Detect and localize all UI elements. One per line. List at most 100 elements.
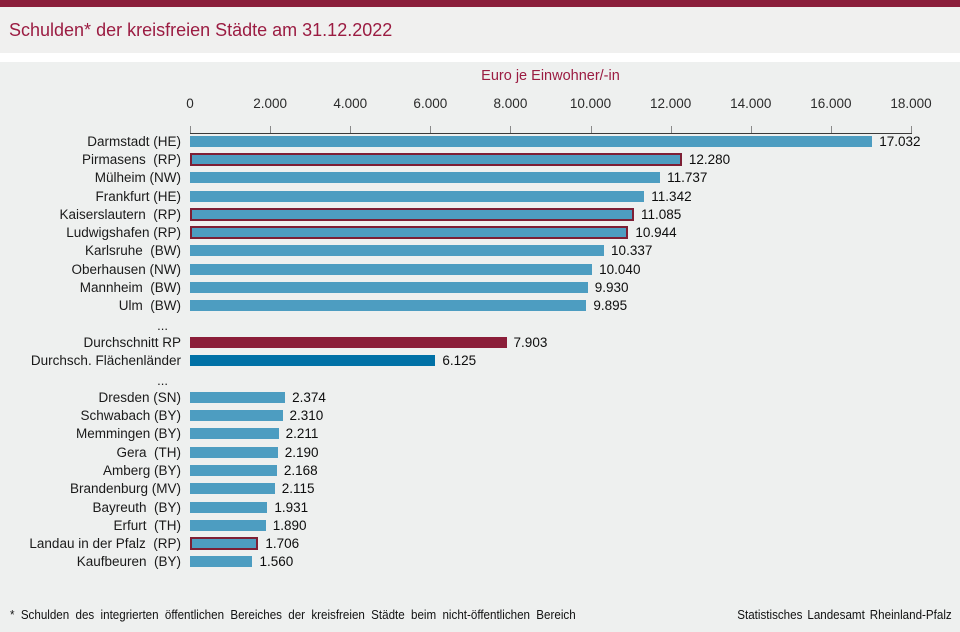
page-title: Schulden* der kreisfreien Städte am 31.1…	[9, 20, 393, 40]
bar-value: 9.895	[593, 298, 628, 314]
bar-row: Oberhausen (NW) 10.040	[0, 260, 960, 278]
header-separator	[0, 53, 960, 62]
bar	[190, 556, 253, 568]
bar-value: 1.560	[259, 554, 294, 570]
bar	[190, 172, 661, 184]
x-axis-tick-label: 12.000	[650, 96, 692, 111]
bar	[190, 245, 605, 257]
bar	[190, 483, 275, 495]
row-label: Memmingen (BY)	[75, 426, 181, 442]
bar-wrap: 9.895	[190, 297, 627, 315]
bar-wrap: 1.890	[190, 516, 307, 534]
bar-wrap: 9.930	[190, 278, 629, 296]
bar-row: Memmingen (BY) 2.211	[0, 425, 960, 443]
x-axis-tick-mark	[911, 126, 912, 133]
bar-value: 2.190	[284, 444, 319, 460]
bar-row: Amberg (BY) 2.168	[0, 461, 960, 479]
row-label: Bayreuth (BY)	[92, 499, 181, 515]
bar-value: 11.342	[651, 188, 692, 204]
bar-row: Ulm (BW) 9.895	[0, 297, 960, 315]
bar-wrap: 1.560	[190, 553, 293, 571]
row-label: Erfurt (TH)	[113, 517, 182, 533]
x-axis-tick-label: 16.000	[810, 96, 852, 111]
bar	[190, 207, 635, 221]
x-axis-tick-label: 2.000	[253, 96, 288, 111]
bar-row: Durchsch. Flächenländer 6.125	[0, 352, 960, 370]
title-band: Schulden* der kreisfreien Städte am 31.1…	[0, 7, 960, 53]
bar	[190, 428, 279, 440]
bar	[190, 391, 286, 403]
row-label: Amberg (BY)	[102, 462, 181, 478]
x-axis-tick-label: 8.000	[493, 96, 528, 111]
x-axis-tick-mark	[750, 126, 752, 133]
bar-value: 1.706	[265, 536, 300, 552]
bar-wrap: 17.032	[190, 132, 921, 150]
row-label: Landau in der Pfalz (RP)	[29, 536, 181, 552]
bar-row: Frankfurt (HE) 11.342	[0, 187, 960, 205]
footnote: * Schulden des integrierten öffentlichen…	[10, 607, 576, 622]
x-axis-tick-label: 10.000	[569, 96, 612, 111]
row-label: Karlsruhe (BW)	[84, 243, 181, 259]
x-axis-tick-mark	[270, 126, 272, 133]
x-axis-title: Euro je Einwohner/-in	[481, 68, 620, 84]
bar-row: Kaiserslautern (RP) 11.085	[0, 205, 960, 223]
bar	[190, 282, 588, 294]
bar-row: Ludwigshafen (RP) 10.944	[0, 223, 960, 241]
row-label: Mülheim (NW)	[94, 170, 181, 186]
bar-value: 10.337	[611, 243, 653, 259]
bar-value: 10.040	[599, 261, 641, 277]
x-axis-tick-mark	[350, 126, 352, 133]
brand-top-strip	[0, 0, 960, 7]
footer: * Schulden des integrierten öffentlichen…	[10, 607, 952, 622]
bar-row: Pirmasens (RP) 12.280	[0, 150, 960, 168]
bar-row: Kaufbeuren (BY) 1.560	[0, 553, 960, 571]
x-axis-tick-mark	[510, 126, 512, 133]
row-label: Kaiserslautern (RP)	[59, 206, 181, 222]
bar-row: Mannheim (BW) 9.930	[0, 278, 960, 296]
ellipsis-label: ...	[157, 318, 168, 334]
source-label: Statistisches Landesamt Rheinland-Pfalz	[737, 607, 952, 622]
bar-wrap: 2.374	[190, 388, 326, 406]
bar-wrap: 1.931	[190, 498, 308, 516]
bar-wrap: 10.040	[190, 260, 640, 278]
bar-value: 9.930	[594, 280, 629, 296]
bar-value: 6.125	[442, 353, 477, 369]
row-label: Frankfurt (HE)	[95, 188, 181, 204]
x-axis-tick-mark	[590, 126, 592, 133]
bar-wrap: 2.310	[190, 406, 323, 424]
bar-wrap: 11.342	[190, 187, 692, 205]
ellipsis-row: ...	[0, 370, 960, 388]
bar-value: 12.280	[688, 151, 731, 167]
row-label: Durchschnitt RP	[83, 334, 181, 350]
bar-value: 2.310	[289, 408, 324, 424]
ellipsis-label: ...	[157, 373, 168, 389]
bar	[190, 446, 278, 458]
row-label: Durchsch. Flächenländer	[30, 353, 181, 369]
x-axis-tick-label: 14.000	[730, 96, 772, 111]
x-axis-tick-label: 6.000	[413, 96, 448, 111]
bar	[190, 501, 268, 513]
bar	[190, 519, 266, 531]
bar-wrap: 6.125	[190, 352, 476, 370]
row-label: Pirmasens (RP)	[81, 151, 181, 167]
bar-row: Karlsruhe (BW) 10.337	[0, 242, 960, 260]
bar-row: Erfurt (TH) 1.890	[0, 516, 960, 534]
x-axis-tick-mark	[190, 126, 191, 133]
bar-row: Dresden (SN) 2.374	[0, 388, 960, 406]
bar-value: 17.032	[879, 133, 921, 149]
bar-row: Mülheim (NW) 11.737	[0, 169, 960, 187]
bar-value: 2.211	[285, 426, 319, 442]
bar-wrap: 10.337	[190, 242, 652, 260]
bar-wrap: 2.115	[190, 480, 314, 498]
row-label: Oberhausen (NW)	[71, 261, 181, 277]
bar	[190, 263, 593, 275]
bar	[190, 410, 283, 422]
bar	[190, 537, 259, 551]
debt-bar-chart: Euro je Einwohner/-in 0 2.000 4.000 6.000 8.…	[0, 62, 960, 606]
bar-value: 7.903	[513, 334, 548, 350]
x-axis-tick-mark	[430, 126, 432, 133]
row-label: Mannheim (BW)	[79, 280, 181, 296]
bar-value: 1.890	[272, 517, 307, 533]
bar	[190, 300, 587, 312]
row-label: Ludwigshafen (RP)	[66, 225, 181, 241]
